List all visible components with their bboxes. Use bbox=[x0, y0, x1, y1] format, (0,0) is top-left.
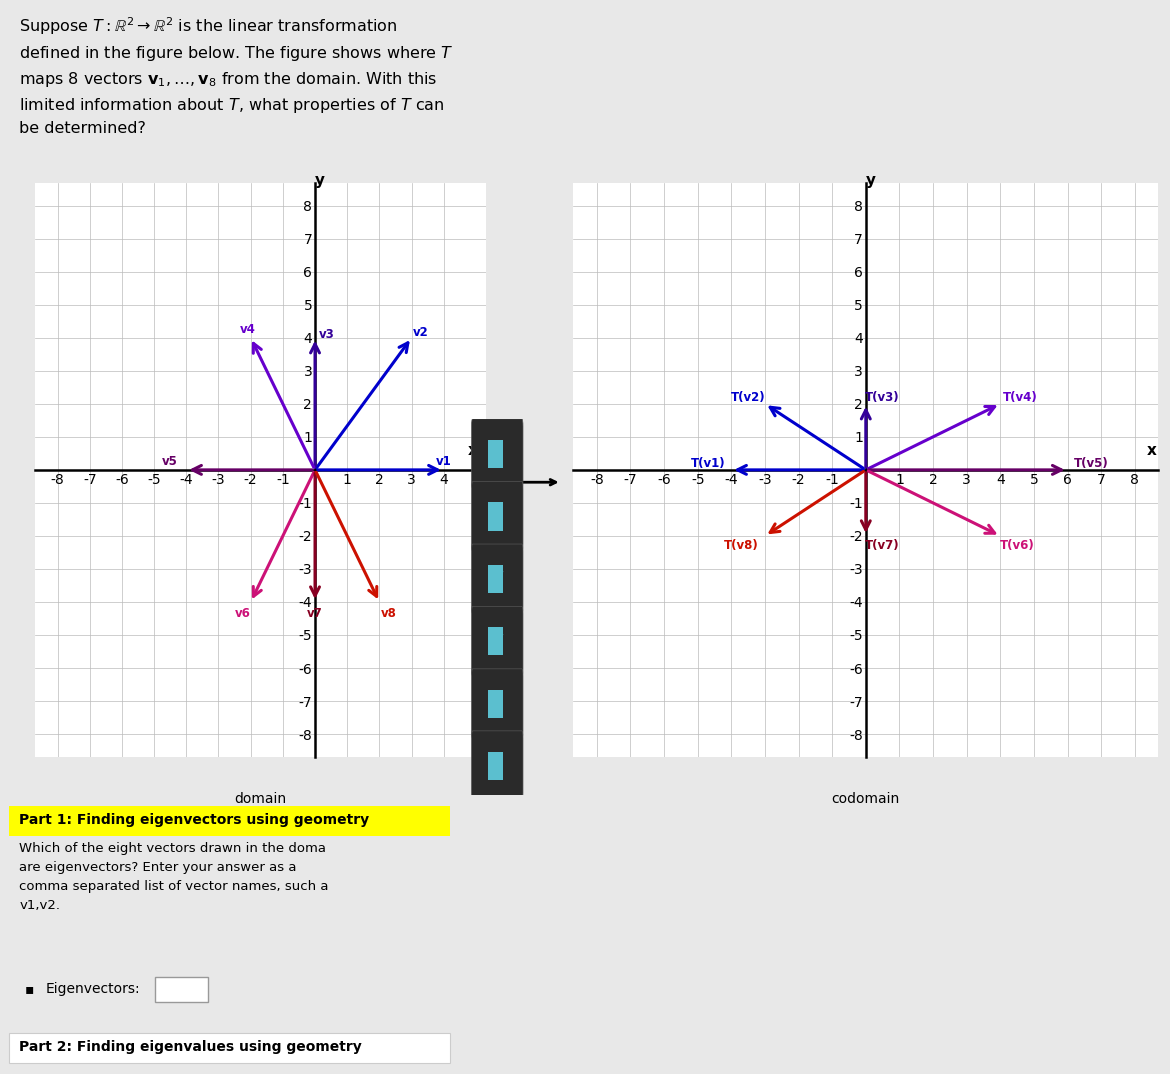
FancyBboxPatch shape bbox=[8, 1032, 450, 1062]
Text: 8: 8 bbox=[475, 484, 483, 497]
Text: v7: v7 bbox=[308, 607, 323, 620]
Text: T(v8): T(v8) bbox=[724, 539, 759, 552]
Text: √: √ bbox=[493, 634, 502, 649]
Text: v2: v2 bbox=[413, 326, 429, 339]
Text: √: √ bbox=[493, 571, 502, 586]
Text: v1: v1 bbox=[436, 455, 452, 468]
Text: T(v5): T(v5) bbox=[1074, 456, 1108, 469]
FancyBboxPatch shape bbox=[472, 730, 523, 800]
Text: domain: domain bbox=[234, 792, 287, 806]
Text: $T$: $T$ bbox=[490, 444, 504, 461]
Text: Which of the eight vectors drawn in the doma
are eigenvectors? Enter your answer: Which of the eight vectors drawn in the … bbox=[19, 842, 329, 912]
Text: Part 1: Finding eigenvectors using geometry: Part 1: Finding eigenvectors using geome… bbox=[19, 813, 370, 827]
FancyBboxPatch shape bbox=[472, 607, 523, 676]
Text: T(v7): T(v7) bbox=[866, 539, 900, 552]
FancyBboxPatch shape bbox=[154, 977, 208, 1002]
FancyBboxPatch shape bbox=[472, 545, 523, 613]
FancyBboxPatch shape bbox=[472, 669, 523, 739]
FancyBboxPatch shape bbox=[488, 752, 503, 780]
Text: v8: v8 bbox=[381, 607, 397, 620]
FancyBboxPatch shape bbox=[488, 627, 503, 655]
Text: Eigenvectors:: Eigenvectors: bbox=[46, 982, 140, 996]
FancyBboxPatch shape bbox=[488, 503, 503, 531]
Text: ∞: ∞ bbox=[491, 758, 503, 773]
Text: T(v2): T(v2) bbox=[731, 391, 765, 404]
Text: T(v3): T(v3) bbox=[866, 391, 900, 404]
Text: v5: v5 bbox=[163, 455, 178, 468]
Text: T(v1): T(v1) bbox=[690, 456, 725, 469]
Text: codomain: codomain bbox=[832, 792, 900, 806]
Text: T(v6): T(v6) bbox=[999, 539, 1034, 552]
FancyBboxPatch shape bbox=[472, 481, 523, 551]
FancyBboxPatch shape bbox=[472, 419, 523, 489]
FancyBboxPatch shape bbox=[488, 439, 503, 468]
FancyBboxPatch shape bbox=[8, 806, 450, 836]
Text: y: y bbox=[866, 173, 876, 188]
Text: v6: v6 bbox=[235, 607, 250, 620]
Text: x: x bbox=[468, 444, 477, 459]
Text: T(v4): T(v4) bbox=[1003, 391, 1038, 404]
FancyBboxPatch shape bbox=[488, 565, 503, 593]
Text: $\rightarrow$: $\rightarrow$ bbox=[489, 500, 504, 516]
Text: ▪: ▪ bbox=[25, 982, 34, 996]
FancyBboxPatch shape bbox=[488, 690, 503, 717]
Text: Suppose $T : \mathbb{R}^2 \rightarrow \mathbb{R}^2$ is the linear transformation: Suppose $T : \mathbb{R}^2 \rightarrow \m… bbox=[19, 15, 454, 136]
Text: y: y bbox=[315, 173, 325, 188]
Text: v3: v3 bbox=[318, 328, 335, 340]
Text: x: x bbox=[1147, 444, 1156, 459]
Text: Part 2: Finding eigenvalues using geometry: Part 2: Finding eigenvalues using geomet… bbox=[19, 1041, 362, 1055]
Text: v4: v4 bbox=[240, 323, 255, 336]
